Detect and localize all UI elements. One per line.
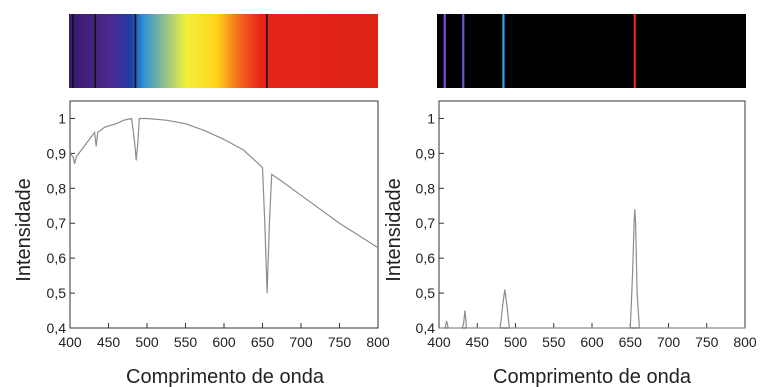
- absorption-series-line: [69, 117, 379, 294]
- x-axis-ticks: 400 450 500 550 600 650 700 750 800: [427, 323, 757, 350]
- y-tick-label: 0,7: [47, 215, 67, 231]
- y-axis-ticks: 0,4 0,5 0,6 0,7 0,8 0,9 1: [47, 110, 75, 336]
- y-tick-label: 0,9: [47, 145, 67, 161]
- y-tick-label: 0,5: [416, 285, 436, 301]
- x-axis-label: Comprimento de onda: [493, 366, 692, 387]
- emission-series-line: [439, 209, 745, 329]
- emission-chart: 0,4 0,5 0,6 0,7 0,8 0,9 1 400 450 500 550 600 650 70…: [383, 14, 757, 387]
- x-tick-label: 550: [174, 334, 198, 350]
- x-tick-label: 550: [542, 334, 566, 350]
- plot-area: [69, 100, 379, 329]
- y-tick-label: 0,5: [47, 285, 67, 301]
- x-tick-label: 650: [619, 334, 643, 350]
- x-tick-label: 700: [289, 334, 313, 350]
- y-tick-label: 0,6: [47, 250, 67, 266]
- absorption-chart: 0,4 0,5 0,6 0,7 0,8 0,9 1 400 450 500 550 600 650 70…: [13, 14, 390, 387]
- continuous-spectrum-bar: [69, 14, 378, 88]
- x-tick-label: 600: [580, 334, 604, 350]
- y-tick-label: 0,7: [416, 215, 436, 231]
- y-tick-label: 0,8: [416, 180, 436, 196]
- x-tick-label: 800: [733, 334, 757, 350]
- x-tick-label: 750: [695, 334, 719, 350]
- x-axis-ticks: 400 450 500 550 600 650 700 750 800: [58, 323, 390, 350]
- absorption-lines: [72, 14, 268, 88]
- y-tick-label: 0,8: [47, 180, 67, 196]
- y-axis-ticks: 0,4 0,5 0,6 0,7 0,8 0,9 1: [416, 110, 444, 336]
- y-tick-label: 0,6: [416, 250, 436, 266]
- x-tick-label: 600: [212, 334, 236, 350]
- y-tick-label: 0,4: [416, 320, 436, 336]
- x-tick-label: 400: [58, 334, 82, 350]
- x-tick-label: 650: [251, 334, 275, 350]
- y-axis-label: Intensidade: [383, 178, 405, 281]
- x-tick-label: 800: [366, 334, 390, 350]
- x-tick-label: 750: [328, 334, 352, 350]
- y-tick-label: 0,4: [47, 320, 67, 336]
- x-tick-label: 450: [97, 334, 121, 350]
- y-axis-label: Intensidade: [13, 178, 35, 281]
- emission-lines: [443, 14, 636, 88]
- x-axis-label: Comprimento de onda: [126, 366, 325, 387]
- x-tick-label: 500: [504, 334, 528, 350]
- y-tick-label: 0,9: [416, 145, 436, 161]
- y-tick-label: 1: [427, 110, 435, 126]
- x-tick-label: 450: [466, 334, 490, 350]
- plot-area: [438, 100, 746, 329]
- x-tick-label: 400: [427, 334, 451, 350]
- x-tick-label: 700: [657, 334, 681, 350]
- y-tick-label: 1: [58, 110, 66, 126]
- emission-spectrum-bar: [437, 14, 746, 88]
- x-tick-label: 500: [135, 334, 159, 350]
